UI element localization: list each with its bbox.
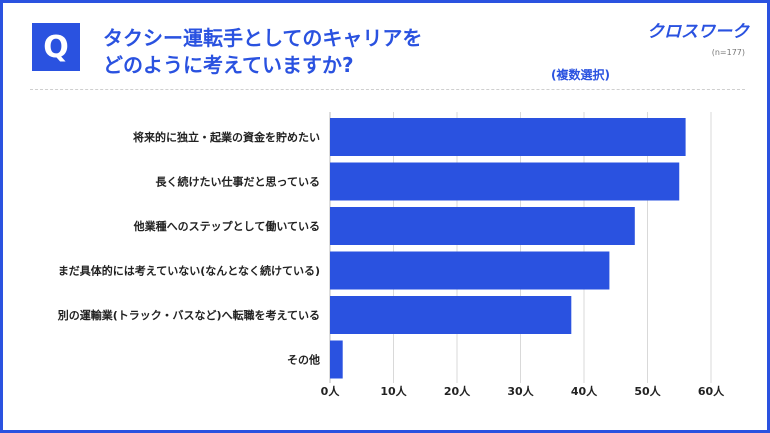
x-tick-label: 20人 — [444, 384, 471, 398]
category-label: 将来的に独立・起業の資金を貯めたい — [133, 130, 320, 144]
category-label: 他業種へのステップとして働いている — [133, 219, 320, 233]
bar — [330, 118, 686, 156]
sample-size: (n=177) — [711, 48, 745, 57]
multiple-choice-note: (複数選択) — [551, 68, 610, 82]
header-divider — [30, 89, 745, 90]
bar — [330, 251, 610, 290]
x-tick-label: 10人 — [380, 384, 407, 398]
question-title-line2: どのように考えていますか? — [103, 53, 354, 77]
q-badge: Q — [32, 23, 80, 71]
category-label: 別の運輸業(トラック・バスなど)へ転職を考えている — [57, 308, 320, 322]
bar — [330, 296, 572, 334]
x-tick-label: 40人 — [571, 384, 598, 398]
category-label: まだ具体的には考えていない(なんとなく続けている) — [58, 264, 320, 278]
x-tick-label: 0人 — [321, 384, 341, 398]
bar — [330, 207, 635, 245]
brand-logo: クロスワーク — [647, 22, 749, 42]
x-tick-label: 60人 — [698, 384, 725, 398]
x-tick-label: 50人 — [634, 384, 661, 398]
bar — [330, 162, 680, 201]
question-title-line1: タクシー運転手としてのキャリアを — [103, 26, 423, 50]
category-label: その他 — [287, 353, 320, 367]
question-title: タクシー運転手としてのキャリアを どのように考えていますか? — [103, 25, 422, 79]
category-label: 長く続けたい仕事だと思っている — [156, 175, 320, 189]
x-tick-label: 30人 — [507, 384, 534, 398]
bar — [330, 340, 343, 379]
